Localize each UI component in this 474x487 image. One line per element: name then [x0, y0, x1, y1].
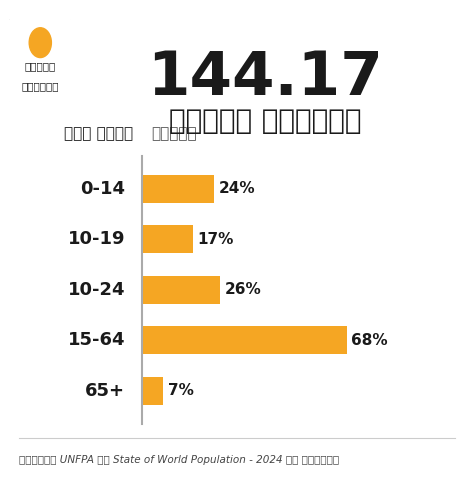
Text: 65+: 65+ — [85, 382, 125, 400]
Bar — [142, 377, 163, 405]
Circle shape — [29, 28, 51, 57]
Text: आबादी: आबादी — [152, 126, 197, 141]
Text: 24%: 24% — [219, 181, 255, 196]
Text: 17%: 17% — [198, 232, 234, 247]
Text: 68%: 68% — [351, 333, 388, 348]
Text: 10-19: 10-19 — [68, 230, 125, 248]
Text: आयु वर्ग: आयु वर्ग — [64, 126, 133, 141]
Bar — [142, 326, 346, 354]
Bar — [142, 225, 193, 253]
Text: 0-14: 0-14 — [80, 180, 125, 198]
Text: दैनिक: दैनिक — [25, 61, 56, 71]
Bar — [142, 276, 220, 304]
Text: 10-24: 10-24 — [68, 281, 125, 299]
Bar — [142, 175, 214, 203]
FancyBboxPatch shape — [8, 17, 73, 105]
Text: 26%: 26% — [225, 282, 262, 297]
Text: करोड़ भारतीय: करोड़ भारतीय — [169, 107, 362, 135]
Text: 7%: 7% — [168, 383, 193, 398]
Text: आंकड़े UNFPA की State of World Population - 2024 के अनुसार: आंकड़े UNFPA की State of World Populatio… — [19, 455, 339, 465]
Text: 144.17: 144.17 — [147, 49, 383, 108]
Text: 15-64: 15-64 — [68, 331, 125, 349]
Text: भास्कर: भास्कर — [21, 81, 59, 91]
